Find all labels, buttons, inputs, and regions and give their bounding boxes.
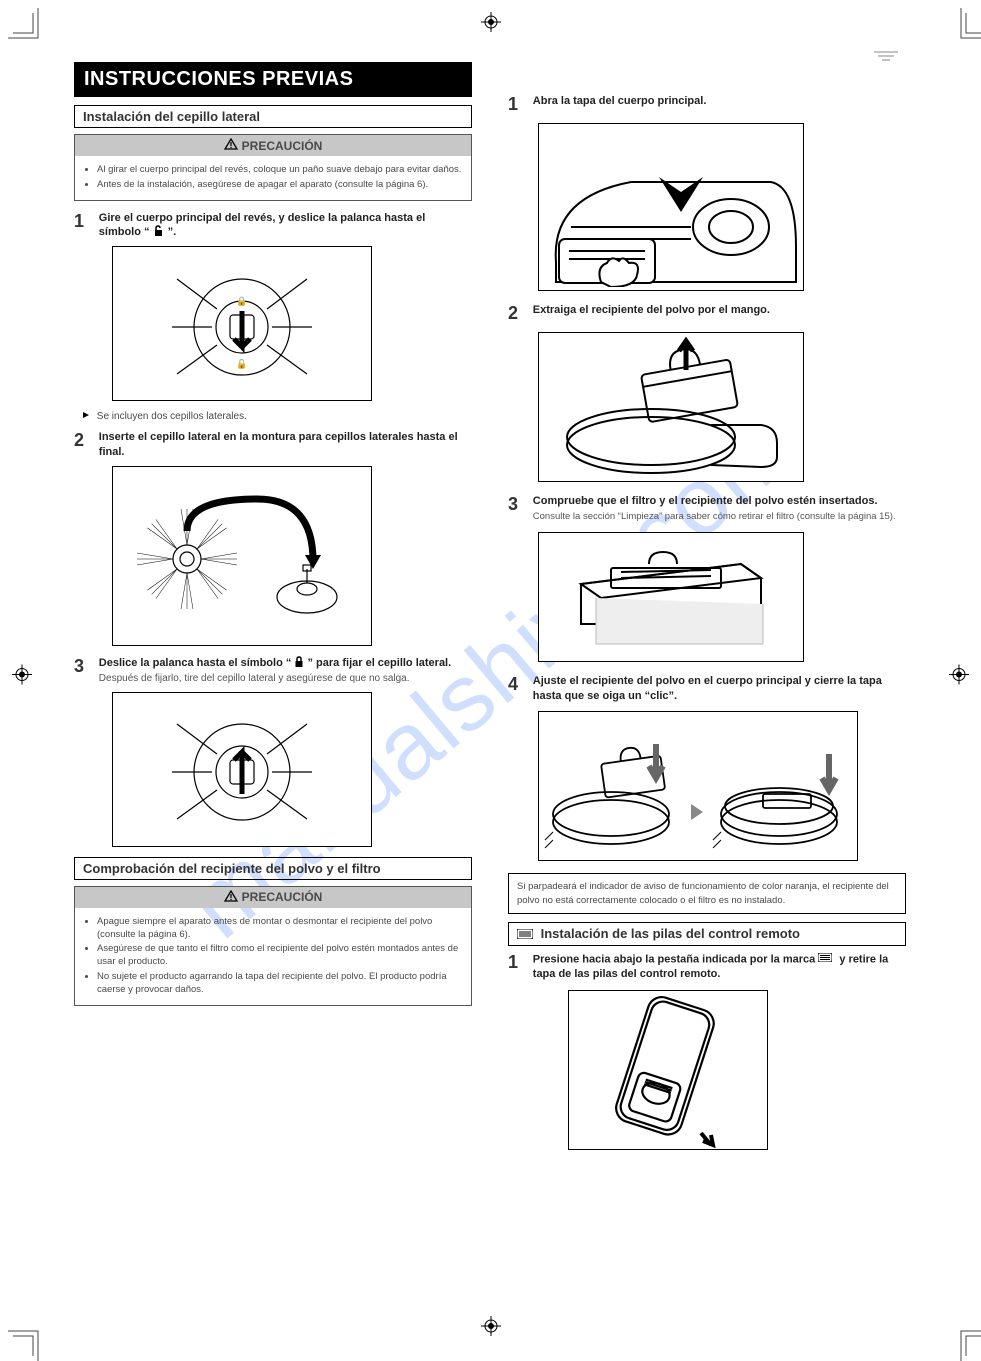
caution-item: Asegúrese de que tanto el filtro como el… (97, 943, 463, 969)
r-step-4: 4 Ajuste el recipiente del polvo en el c… (508, 674, 906, 704)
left-column: INSTRUCCIONES PREVIAS Instalación del ce… (74, 62, 472, 1162)
lock-icon (294, 657, 304, 669)
note-text: Se incluyen dos cepillos laterales. (97, 411, 247, 422)
section-install-brush: Instalación del cepillo lateral (74, 105, 472, 128)
crop-mark-tl (8, 8, 30, 30)
warning-icon (224, 890, 238, 905)
figure-brush-lock (112, 692, 372, 847)
svg-text:🔒: 🔒 (236, 296, 247, 306)
step-note: Después de fijarlo, tire del cepillo lat… (99, 673, 410, 684)
step-number: 4 (508, 674, 530, 695)
bullet-note: Se incluyen dos cepillos laterales. (82, 411, 472, 422)
caution-item: No sujete el producto agarrando la tapa … (97, 971, 463, 997)
figure-brush-insert (112, 466, 372, 646)
caution-box-1: PRECAUCIÓN Al girar el cuerpo principal … (74, 134, 472, 201)
step-number: 3 (74, 656, 96, 677)
figure-open-lid (538, 123, 804, 291)
step-number: 3 (508, 494, 530, 515)
step-2: 2 Inserte el cepillo lateral en la montu… (74, 430, 472, 460)
step-text: ”. (168, 226, 177, 238)
caution-bar: PRECAUCIÓN (75, 135, 471, 156)
step-note: Consulte la sección “Limpieza” para sabe… (533, 511, 896, 522)
caution-label: PRECAUCIÓN (242, 890, 323, 904)
crop-mark-tr (951, 8, 973, 30)
page-corner-icon (872, 50, 900, 67)
figure-reinsert-close (538, 711, 858, 861)
crop-mark-br (951, 1321, 973, 1343)
unlock-icon (153, 226, 165, 238)
section-remote-batteries: Instalación de las pilas del control rem… (508, 922, 906, 946)
triangle-bullet-icon (82, 411, 90, 422)
step-text: Inserte el cepillo lateral en la montura… (99, 430, 469, 460)
r-step-2: 2 Extraiga el recipiente del polvo por e… (508, 303, 906, 324)
caution-item: Apague siempre el aparato antes de monta… (97, 916, 463, 942)
figure-dustbox-filter (538, 532, 804, 662)
page-content: 5 INSTRUCCIONES PREVIAS Instalación del … (74, 62, 908, 1290)
step-text: Compruebe que el filtro y el recipiente … (533, 495, 878, 507)
r-step-3: 3 Compruebe que el filtro y el recipient… (508, 494, 906, 524)
step-number: 1 (508, 952, 530, 973)
figure-brush-unlock: 🔒 🔓 (112, 246, 372, 401)
step-number: 1 (74, 211, 96, 232)
lines-icon (517, 927, 533, 942)
batt-step-1: 1 Presione hacia abajo la pestaña indica… (508, 952, 906, 982)
figure-remote-back (568, 990, 768, 1150)
step-text: Ajuste el recipiente del polvo en el cue… (533, 674, 903, 704)
step-number: 2 (74, 430, 96, 451)
step-text: Abra la tapa del cuerpo principal. (533, 94, 903, 109)
right-column: 1 Abra la tapa del cuerpo principal. (508, 62, 906, 1162)
caution-label: PRECAUCIÓN (242, 139, 323, 153)
step-text: Presione hacia abajo la pestaña indicada… (533, 953, 819, 965)
step-number: 1 (508, 94, 530, 115)
figure-remove-dustbox (538, 332, 804, 482)
crop-mark-bl (8, 1321, 30, 1343)
warning-icon (224, 138, 238, 153)
tip-box: Si parpadeará el indicador de aviso de f… (508, 873, 906, 914)
section-title: Instalación de las pilas del control rem… (541, 926, 800, 941)
step-3: 3 Deslice la palanca hasta el símbolo “ … (74, 656, 472, 686)
lines-icon (818, 952, 832, 967)
step-text: Gire el cuerpo principal del revés, y de… (99, 212, 426, 239)
registration-mark-top (481, 12, 501, 35)
registration-mark-left (12, 664, 32, 687)
step-number: 2 (508, 303, 530, 324)
caution-bar: PRECAUCIÓN (75, 887, 471, 908)
page-title: INSTRUCCIONES PREVIAS (74, 62, 472, 97)
step-text: Extraiga el recipiente del polvo por el … (533, 303, 903, 318)
svg-text:🔓: 🔓 (236, 358, 247, 369)
registration-mark-bottom (481, 1316, 501, 1339)
step-1: 1 Gire el cuerpo principal del revés, y … (74, 211, 472, 241)
step-text: ” para fijar el cepillo lateral. (308, 657, 452, 669)
caution-box-2: PRECAUCIÓN Apague siempre el aparato ant… (74, 886, 472, 1006)
section-check-dust: Comprobación del recipiente del polvo y … (74, 857, 472, 880)
caution-item: Antes de la instalación, asegúrese de ap… (97, 179, 463, 192)
registration-mark-right (949, 664, 969, 687)
r-step-1: 1 Abra la tapa del cuerpo principal. (508, 94, 906, 115)
step-text: Deslice la palanca hasta el símbolo “ (99, 657, 292, 669)
caution-item: Al girar el cuerpo principal del revés, … (97, 164, 463, 177)
